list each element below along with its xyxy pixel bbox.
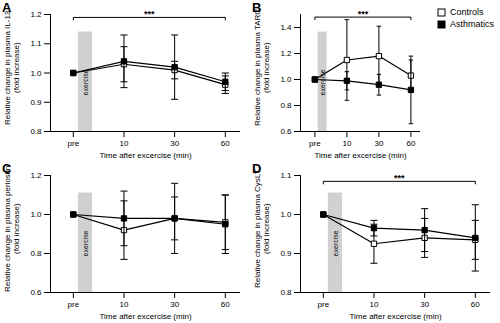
svg-text:10: 10: [120, 300, 129, 309]
html-text:B: B: [252, 0, 262, 15]
svg-text:60: 60: [471, 300, 480, 309]
svg-text:0.9: 0.9: [30, 98, 42, 107]
svg-text:60: 60: [221, 300, 230, 309]
svg-text:1.2: 1.2: [280, 49, 292, 58]
svg-text:30: 30: [374, 139, 383, 148]
html-text:D: D: [252, 161, 262, 176]
html-text:Relative change in plasma TARC: Relative change in plasma TARC (fold inc…: [253, 9, 271, 126]
svg-text:0.6: 0.6: [30, 288, 42, 297]
svg-text:1.4: 1.4: [280, 23, 292, 32]
svg-text:1.2: 1.2: [30, 10, 42, 19]
svg-text:60: 60: [221, 139, 230, 148]
svg-text:exercise: exercise: [82, 69, 89, 95]
svg-text:exercise: exercise: [332, 230, 339, 256]
svg-text:***: ***: [358, 9, 369, 19]
svg-text:30: 30: [170, 139, 179, 148]
svg-text:pre: pre: [68, 300, 80, 309]
svg-text:***: ***: [394, 173, 405, 183]
svg-text:0.8: 0.8: [30, 127, 42, 136]
svg-text:0.9: 0.9: [280, 249, 292, 258]
svg-text:pre: pre: [318, 300, 330, 309]
html-text:Relative change in plasma IL-1: Relative change in plasma IL-13 (fold in…: [3, 10, 21, 125]
svg-text:0.8: 0.8: [280, 101, 292, 110]
svg-text:1.0: 1.0: [280, 75, 292, 84]
svg-text:30: 30: [420, 300, 429, 309]
svg-text:10: 10: [342, 139, 351, 148]
svg-text:30: 30: [170, 300, 179, 309]
svg-text:exercise: exercise: [318, 69, 326, 96]
svg-text:1.0: 1.0: [30, 69, 42, 78]
svg-text:1.0: 1.0: [30, 210, 42, 219]
svg-text:pre: pre: [68, 139, 80, 148]
svg-text:Time after excercise (min): Time after excercise (min): [99, 151, 192, 160]
svg-text:0.8: 0.8: [30, 249, 42, 258]
html-text:Relative change in plasma peri: Relative change in plasma periostin (fol…: [3, 165, 21, 292]
svg-text:1.1: 1.1: [30, 39, 42, 48]
svg-text:1.2: 1.2: [30, 171, 42, 180]
svg-text:Time after excercise (min): Time after excercise (min): [314, 151, 407, 160]
html-text:C: C: [2, 161, 12, 176]
svg-text:0.8: 0.8: [280, 288, 292, 297]
svg-text:1.0: 1.0: [280, 210, 292, 219]
svg-text:0.6: 0.6: [280, 127, 292, 136]
svg-text:Time after excercise (min): Time after excercise (min): [99, 312, 192, 321]
svg-text:Time after excercise (min): Time after excercise (min): [349, 312, 442, 321]
svg-text:10: 10: [370, 300, 379, 309]
svg-text:pre: pre: [309, 139, 321, 148]
html-text:Asthmatics: Asthmatics: [450, 19, 494, 29]
svg-text:1.1: 1.1: [280, 171, 292, 180]
svg-text:exercise: exercise: [82, 230, 89, 256]
svg-text:***: ***: [144, 9, 155, 19]
html-text:A: A: [2, 0, 12, 15]
svg-text:60: 60: [406, 139, 415, 148]
html-text:Controls: Controls: [450, 7, 484, 17]
html-text:Relative change in plasma CysL: Relative change in plasma CysLT (fold in…: [253, 169, 271, 288]
svg-text:10: 10: [120, 139, 129, 148]
